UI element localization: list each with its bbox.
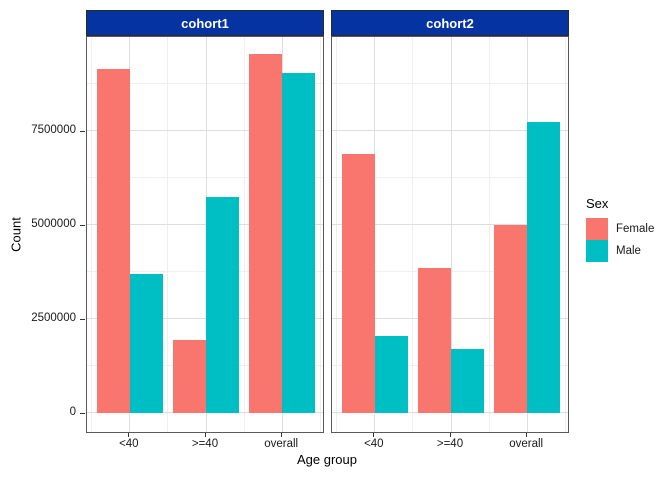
gridline-major-horizontal: [332, 130, 568, 131]
gridline-minor-vertical: [412, 37, 414, 432]
y-tick-mark: [80, 130, 85, 132]
y-tick-label: 0: [69, 406, 76, 418]
facet-panel-cohort2: [331, 36, 569, 433]
legend-title: Sex: [586, 196, 609, 211]
gridline-minor-vertical: [319, 37, 321, 432]
bar-cohort2-<40-Male: [374, 335, 408, 413]
gridline-minor-vertical: [91, 37, 93, 432]
gridline-minor-vertical: [488, 37, 490, 432]
bar-cohort2-<40-Female: [341, 153, 375, 413]
bar-cohort1->=40-Male: [206, 196, 239, 413]
legend-swatch-Female: [586, 218, 608, 240]
bar-cohort1->=40-Female: [173, 339, 206, 413]
y-tick-label: 5000000: [31, 218, 76, 230]
bar-cohort1-overall-Male: [282, 72, 316, 413]
y-tick-label: 2500000: [31, 312, 76, 324]
x-tick-mark: [373, 433, 375, 437]
bar-cohort1-<40-Female: [96, 68, 130, 413]
gridline-minor-vertical: [564, 37, 566, 432]
x-tick-label: <40: [119, 438, 139, 450]
gridline-minor-horizontal: [332, 177, 568, 178]
bar-cohort2->=40-Female: [418, 268, 451, 413]
facet-panel-cohort1: [86, 36, 324, 433]
gridline-minor-horizontal: [87, 177, 323, 178]
gridline-major-horizontal: [332, 224, 568, 225]
x-tick-label: >=40: [436, 438, 464, 450]
gridline-minor-horizontal: [87, 83, 323, 84]
x-tick-label: >=40: [191, 438, 219, 450]
x-tick-label: <40: [364, 438, 384, 450]
gridline-major-horizontal: [87, 130, 323, 131]
legend: Sex Female Male: [586, 196, 654, 262]
y-axis-title: Count: [8, 217, 24, 252]
gridline-major-vertical: [450, 37, 452, 432]
y-tick-label: 7500000: [31, 124, 76, 136]
y-tick-mark: [80, 318, 85, 320]
x-tick-mark: [128, 433, 130, 437]
bar-cohort2-overall-Male: [527, 121, 561, 413]
gridline-major-horizontal: [87, 224, 323, 225]
facet-strip-cohort1: cohort1: [86, 10, 324, 36]
bar-cohort2->=40-Male: [451, 349, 484, 413]
legend-label-Female: Female: [616, 223, 655, 235]
x-tick-label: overall: [509, 438, 544, 450]
bar-cohort1-<40-Male: [129, 273, 163, 413]
facet-strip-cohort2: cohort2: [331, 10, 569, 36]
gridline-major-horizontal: [87, 318, 323, 319]
gridline-minor-vertical: [167, 37, 169, 432]
x-tick-mark: [449, 433, 451, 437]
gridline-minor-horizontal: [332, 83, 568, 84]
gridline-minor-vertical: [243, 37, 245, 432]
y-tick-mark: [80, 412, 85, 414]
bar-cohort1-overall-Female: [249, 53, 283, 413]
gridline-minor-horizontal: [87, 271, 323, 272]
legend-label-Male: Male: [616, 245, 641, 257]
y-tick-mark: [80, 224, 85, 226]
x-tick-mark: [280, 433, 282, 437]
x-tick-label: overall: [264, 438, 299, 450]
bar-cohort2-overall-Female: [494, 225, 528, 413]
legend-entry-Male: Male: [586, 240, 654, 262]
x-tick-mark: [204, 433, 206, 437]
legend-swatch-Male: [586, 240, 608, 262]
gridline-minor-vertical: [336, 37, 338, 432]
legend-entry-Female: Female: [586, 218, 654, 240]
gridline-major-vertical: [129, 37, 131, 432]
x-tick-mark: [525, 433, 527, 437]
x-axis-title: Age group: [297, 452, 357, 467]
legend-items: Female Male: [586, 218, 654, 262]
gridline-major-vertical: [374, 37, 376, 432]
